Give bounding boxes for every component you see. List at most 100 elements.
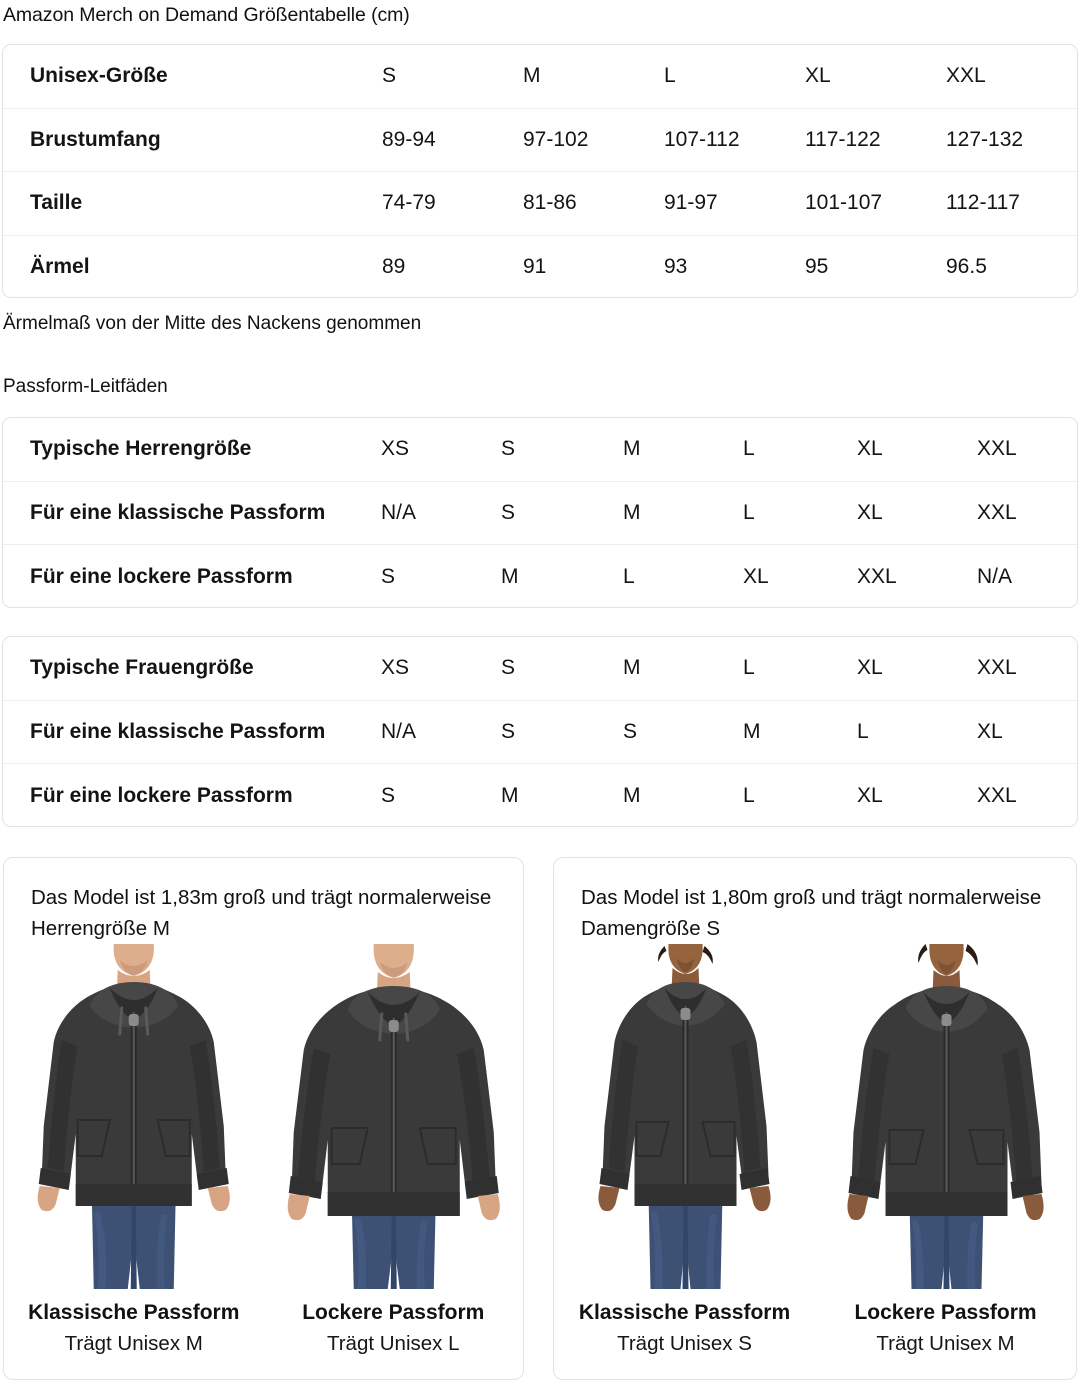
cell-l: 107-112 xyxy=(664,127,740,151)
row-label: Taille xyxy=(30,191,83,215)
female-loose-hoodie-illustration xyxy=(847,944,1044,1289)
row-label: Brustumfang xyxy=(30,127,161,151)
cell-l: 91-97 xyxy=(664,191,718,215)
female-loose-fit-photo xyxy=(815,944,1076,1289)
female-loose-fit-label: Lockere Passform Trägt Unisex M xyxy=(815,1298,1076,1359)
male-classic-hoodie-illustration xyxy=(37,944,230,1289)
cell-2: S xyxy=(501,719,516,743)
row-label: Für eine lockere Passform xyxy=(30,564,293,588)
cell-2: S xyxy=(501,656,516,680)
cell-2: S xyxy=(501,437,516,461)
fit-title: Klassische Passform xyxy=(28,1301,240,1324)
male-model-figures xyxy=(4,944,523,1289)
fit-title: Klassische Passform xyxy=(578,1301,791,1324)
cell-xxl: 96.5 xyxy=(946,255,987,279)
row-label: Für eine klassische Passform xyxy=(30,500,326,524)
female-classic-hoodie-illustration xyxy=(598,944,771,1289)
cell-s: 89 xyxy=(382,255,406,279)
cell-s: S xyxy=(382,64,397,88)
female-fit-labels: Klassische Passform Trägt Unisex S Locke… xyxy=(554,1298,1076,1359)
fit-subtitle: Trägt Unisex S xyxy=(617,1332,752,1355)
fit-guide-heading: Passform-Leitfäden xyxy=(3,376,168,397)
male-model-card: Das Model ist 1,83m groß und trägt norma… xyxy=(3,857,524,1380)
table-row: Für eine lockere Passform S M L XL XXL N… xyxy=(3,545,1077,607)
cell-3: M xyxy=(623,437,641,461)
table-row: Typische Frauengröße XS S M L XL XXL xyxy=(3,637,1077,701)
cell-6: XXL xyxy=(977,437,1017,461)
cell-3: M xyxy=(623,656,641,680)
cell-4: XL xyxy=(743,564,769,588)
male-model-caption: Das Model ist 1,83m groß und trägt norma… xyxy=(31,886,492,940)
female-model-card: Das Model ist 1,80m groß und trägt norma… xyxy=(553,857,1077,1380)
fit-subtitle: Trägt Unisex M xyxy=(876,1332,1015,1355)
male-classic-fit-photo xyxy=(4,944,264,1289)
cell-4: L xyxy=(743,783,755,807)
womens-fit-table: Typische Frauengröße XS S M L XL XXL Für… xyxy=(2,636,1078,827)
table-row: Für eine klassische Passform N/A S M L X… xyxy=(3,482,1077,545)
cell-s: 74-79 xyxy=(382,191,436,215)
cell-4: L xyxy=(743,437,755,461)
female-classic-fit-label: Klassische Passform Trägt Unisex S xyxy=(554,1298,815,1359)
cell-5: XXL xyxy=(857,564,897,588)
cell-3: L xyxy=(623,564,635,588)
cell-1: S xyxy=(381,783,396,807)
table-row: Für eine klassische Passform N/A S S M L… xyxy=(3,701,1077,764)
row-label: Typische Frauengröße xyxy=(30,656,254,680)
cell-1: N/A xyxy=(381,500,417,524)
cell-m: 81-86 xyxy=(523,191,577,215)
cell-1: S xyxy=(381,564,396,588)
cell-5: XL xyxy=(857,656,883,680)
cell-6: XXL xyxy=(977,500,1017,524)
cell-xl: 101-107 xyxy=(805,191,883,215)
female-model-caption: Das Model ist 1,80m groß und trägt norma… xyxy=(581,886,1042,940)
row-label: Für eine lockere Passform xyxy=(30,783,293,807)
cell-s: 89-94 xyxy=(382,127,436,151)
row-label: Typische Herrengröße xyxy=(30,437,252,461)
table-row: Für eine lockere Passform S M M L XL XXL xyxy=(3,764,1077,826)
cell-xxl: 112-117 xyxy=(946,191,1020,215)
cell-4: L xyxy=(743,500,755,524)
female-model-figures xyxy=(554,944,1076,1289)
cell-m: M xyxy=(523,64,541,88)
cell-1: XS xyxy=(381,437,410,461)
cell-2: M xyxy=(501,564,519,588)
cell-2: S xyxy=(501,500,516,524)
sleeve-measurement-note: Ärmelmaß von der Mitte des Nackens genom… xyxy=(3,313,422,334)
cell-5: XL xyxy=(857,783,883,807)
table-row: Taille 74-79 81-86 91-97 101-107 112-117 xyxy=(3,172,1077,236)
cell-xl: 117-122 xyxy=(805,127,881,151)
cell-6: N/A xyxy=(977,564,1013,588)
male-fit-labels: Klassische Passform Trägt Unisex M Locke… xyxy=(4,1298,523,1359)
cell-m: 91 xyxy=(523,255,547,279)
fit-title: Lockere Passform xyxy=(302,1301,485,1324)
cell-3: M xyxy=(623,783,641,807)
fit-title: Lockere Passform xyxy=(854,1301,1037,1324)
female-classic-fit-photo xyxy=(554,944,815,1289)
male-loose-hoodie-illustration xyxy=(287,944,500,1289)
table-row: Typische Herrengröße XS S M L XL XXL xyxy=(3,418,1077,482)
cell-l: L xyxy=(664,64,676,88)
fit-subtitle: Trägt Unisex M xyxy=(64,1332,203,1355)
cell-m: 97-102 xyxy=(523,127,589,151)
cell-5: XL xyxy=(857,437,883,461)
cell-6: XXL xyxy=(977,656,1017,680)
mens-fit-table: Typische Herrengröße XS S M L XL XXL Für… xyxy=(2,417,1078,608)
male-loose-fit-label: Lockere Passform Trägt Unisex L xyxy=(264,1298,524,1359)
size-chart-table: Unisex-Größe S M L XL XXL Brustumfang 89… xyxy=(2,44,1078,298)
cell-5: XL xyxy=(857,500,883,524)
cell-xxl: XXL xyxy=(946,64,986,88)
cell-3: M xyxy=(623,500,641,524)
cell-xxl: 127-132 xyxy=(946,127,1024,151)
row-label: Unisex-Größe xyxy=(30,64,168,88)
cell-xl: XL xyxy=(805,64,831,88)
table-row: Brustumfang 89-94 97-102 107-112 117-122… xyxy=(3,109,1077,172)
cell-1: XS xyxy=(381,656,410,680)
cell-6: XXL xyxy=(977,783,1017,807)
cell-6: XL xyxy=(977,719,1003,743)
fit-subtitle: Trägt Unisex L xyxy=(326,1332,460,1355)
table-row: Ärmel 89 91 93 95 96.5 xyxy=(3,236,1077,298)
male-loose-fit-photo xyxy=(264,944,524,1289)
cell-4: M xyxy=(743,719,761,743)
row-label: Für eine klassische Passform xyxy=(30,719,326,743)
cell-xl: 95 xyxy=(805,255,829,279)
